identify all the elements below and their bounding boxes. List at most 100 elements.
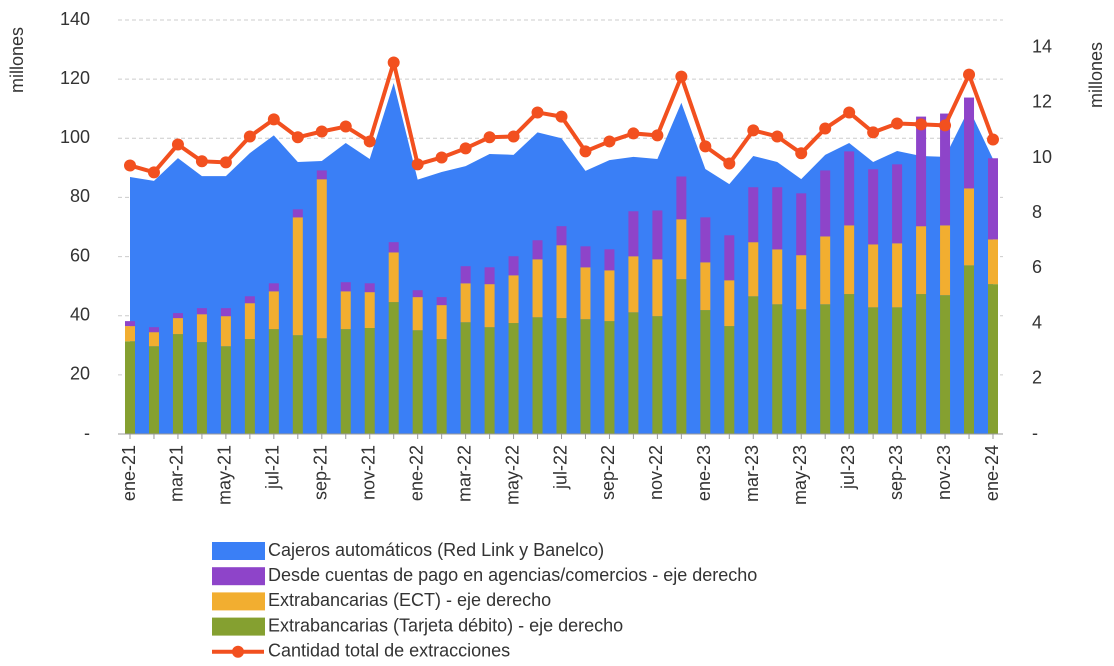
line-marker <box>723 157 736 170</box>
x-tick-label: ene-22 <box>406 445 426 501</box>
x-tick-label: sep-22 <box>598 445 618 500</box>
bar <box>604 321 615 434</box>
y2-tick-label: - <box>1032 423 1038 443</box>
bar <box>460 283 471 323</box>
bar <box>508 323 519 434</box>
line-marker <box>891 117 904 130</box>
y-tick-label: 140 <box>60 9 90 29</box>
line-marker <box>675 70 688 83</box>
bar <box>340 282 351 292</box>
bar <box>244 296 255 304</box>
bar <box>844 294 855 434</box>
y-tick-label: 120 <box>60 68 90 88</box>
x-tick-label: mar-21 <box>167 445 187 502</box>
bar <box>196 308 207 315</box>
line-marker <box>339 120 352 133</box>
bar <box>700 310 711 434</box>
bar <box>172 334 183 434</box>
bar <box>724 235 735 281</box>
line-marker <box>195 155 208 168</box>
line-marker <box>483 131 496 144</box>
bar <box>340 291 351 330</box>
bar <box>292 209 303 218</box>
bar <box>964 97 975 189</box>
bar <box>700 262 711 311</box>
bar <box>412 330 423 434</box>
bar <box>196 314 207 343</box>
bar <box>820 170 831 237</box>
line-marker <box>267 113 280 126</box>
bar <box>940 113 951 226</box>
legend-label: Cajeros automáticos (Red Link y Banelco) <box>268 540 604 560</box>
legend-swatch <box>232 645 244 658</box>
bar <box>148 327 159 333</box>
bar <box>316 338 327 434</box>
bar <box>676 176 687 220</box>
x-tick-label: nov-22 <box>646 445 666 500</box>
bar <box>580 246 591 268</box>
bar <box>772 187 783 250</box>
line-marker <box>387 56 400 69</box>
bar <box>964 265 975 434</box>
line-marker <box>555 110 568 123</box>
line-marker <box>243 130 256 143</box>
bar <box>364 283 375 293</box>
bar <box>125 341 135 434</box>
bar <box>292 335 303 434</box>
bar <box>220 308 231 317</box>
bar <box>628 312 639 434</box>
bar <box>364 328 375 434</box>
bar <box>292 217 303 336</box>
bar <box>868 244 879 308</box>
bar <box>796 309 807 434</box>
legend-label: Extrabancarias (Tarjeta débito) - eje de… <box>268 615 623 635</box>
y2-tick-label: 2 <box>1032 368 1042 388</box>
bar <box>796 193 807 256</box>
bar <box>172 313 183 319</box>
line-marker <box>987 133 999 146</box>
line-marker <box>795 147 808 160</box>
bar <box>796 255 807 310</box>
x-tick-label: mar-23 <box>742 445 762 502</box>
bar <box>772 304 783 434</box>
x-tick-label: sep-21 <box>311 445 331 500</box>
x-tick-label: jul-21 <box>263 445 283 490</box>
x-tick-label: may-21 <box>215 445 235 505</box>
bar <box>556 318 567 434</box>
bar <box>652 316 663 434</box>
line-marker <box>507 130 520 143</box>
line-marker <box>124 159 136 172</box>
bar <box>844 151 855 226</box>
legend-swatch <box>212 567 265 586</box>
bar <box>628 256 639 313</box>
bar <box>532 240 543 260</box>
line-marker <box>171 138 184 151</box>
legend-swatch <box>212 617 265 636</box>
bar <box>125 321 135 327</box>
bar <box>820 304 831 434</box>
bar <box>436 297 447 306</box>
bar <box>316 179 327 339</box>
legend-swatch <box>212 592 265 611</box>
bar <box>652 210 663 260</box>
line-marker <box>819 122 832 135</box>
bar <box>388 252 399 303</box>
y-tick-label: - <box>84 423 90 443</box>
bar <box>940 295 951 434</box>
bar <box>388 242 399 253</box>
bar <box>868 307 879 434</box>
y-tick-label: 100 <box>60 127 90 147</box>
line-marker <box>363 135 376 148</box>
bar <box>220 346 231 434</box>
line-marker <box>411 158 424 171</box>
x-tick-label: may-22 <box>502 445 522 505</box>
bar <box>316 170 327 180</box>
y-tick-label: 40 <box>70 304 90 324</box>
y2-tick-label: 14 <box>1032 36 1052 56</box>
bar <box>676 219 687 280</box>
bar <box>268 291 279 330</box>
bar <box>556 245 567 319</box>
line-marker <box>963 68 976 81</box>
bar <box>868 169 879 245</box>
bar <box>940 225 951 296</box>
